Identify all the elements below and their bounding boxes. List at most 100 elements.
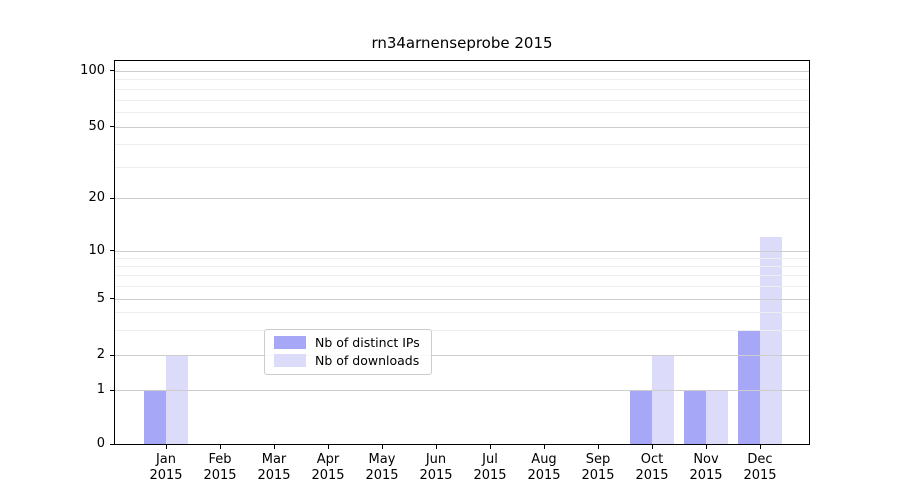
x-label-month: Jul [482, 452, 498, 467]
x-tick-jan [166, 444, 167, 449]
x-tick-label-dec: Dec 2015 [732, 452, 788, 484]
legend-label-distinct-ips: Nb of distinct IPs [315, 335, 420, 350]
x-tick-apr [328, 444, 329, 449]
bar-downloads-jan [166, 355, 188, 444]
bar-distinct-ips-nov [684, 390, 706, 444]
y-tick-10 [110, 250, 115, 251]
x-tick-feb [220, 444, 221, 449]
x-tick-label-sep: Sep 2015 [570, 452, 626, 484]
gridline-major-100 [115, 70, 809, 72]
x-tick-jun [436, 444, 437, 449]
x-tick-label-mar: Mar 2015 [246, 452, 302, 484]
x-tick-nov [706, 444, 707, 449]
x-tick-jul [490, 444, 491, 449]
y-tick-label-100: 100 [80, 62, 105, 78]
x-label-month: Sep [585, 452, 611, 467]
x-label-month: Jun [425, 452, 447, 467]
legend-entry-distinct-ips: Nb of distinct IPs [274, 335, 420, 350]
x-label-year: 2015 [635, 468, 669, 483]
x-label-year: 2015 [365, 468, 399, 483]
chart-title: rn34arnenseprobe 2015 [371, 34, 553, 52]
bar-downloads-nov [706, 390, 728, 444]
x-label-month: Feb [208, 452, 232, 467]
y-tick-20 [110, 197, 115, 199]
x-label-year: 2015 [743, 468, 777, 483]
gridline-major-50 [115, 126, 809, 128]
x-tick-label-jan: Jan 2015 [138, 452, 194, 484]
y-tick-label-1: 1 [96, 382, 105, 398]
x-label-year: 2015 [473, 468, 507, 483]
x-tick-aug [544, 444, 545, 449]
gridline-minor-7 [115, 275, 809, 277]
bar-downloads-oct [652, 355, 674, 444]
x-label-year: 2015 [581, 468, 615, 483]
gridline-major-1 [115, 390, 809, 392]
x-tick-sep [598, 444, 599, 449]
y-tick-1 [110, 389, 115, 391]
y-tick-5 [110, 298, 115, 300]
bar-distinct-ips-oct [630, 390, 652, 444]
x-label-month: Nov [693, 452, 719, 467]
y-tick-2 [110, 354, 115, 356]
gridline-major-20 [115, 198, 809, 200]
y-tick-label-0: 0 [96, 436, 105, 451]
y-tick-0 [110, 443, 115, 445]
gridline-minor-9 [115, 257, 809, 259]
bar-downloads-dec [760, 236, 782, 444]
x-tick-may [382, 444, 383, 449]
x-label-year: 2015 [311, 468, 345, 483]
y-tick-label-20: 20 [88, 190, 105, 206]
x-tick-label-jun: Jun 2015 [408, 452, 464, 484]
x-label-year: 2015 [419, 468, 453, 483]
x-label-year: 2015 [203, 468, 237, 483]
x-tick-label-jul: Jul 2015 [462, 452, 518, 484]
legend-swatch-downloads [274, 354, 306, 367]
gridline-minor-90 [115, 79, 809, 81]
gridline-minor-40 [115, 144, 809, 146]
gridline-minor-4 [115, 312, 809, 314]
plot-area: Jan 2015 Feb 2015 Mar 2015 Apr 2015 May 2015 Jun 20… [80, 60, 810, 483]
legend-swatch-distinct-ips [274, 336, 306, 349]
y-tick-100 [110, 70, 115, 72]
y-tick-50 [110, 126, 115, 128]
x-label-month: May [368, 452, 396, 467]
y-tick-label-5: 5 [96, 290, 105, 306]
gridline-minor-3 [115, 330, 809, 332]
x-label-month: Jan [155, 452, 177, 467]
x-tick-label-feb: Feb 2015 [192, 452, 248, 484]
x-tick-oct [652, 444, 653, 449]
gridline-minor-6 [115, 286, 809, 288]
legend: Nb of distinct IPs Nb of downloads [264, 329, 432, 375]
x-tick-mar [274, 444, 275, 449]
y-tick-label-2: 2 [96, 347, 105, 363]
gridline-major-2 [115, 355, 809, 357]
x-tick-dec [760, 444, 761, 449]
gridline-minor-8 [115, 266, 809, 268]
gridline-major-10 [115, 250, 809, 252]
gridline-major-5 [115, 298, 809, 300]
x-label-month: Mar [261, 452, 287, 467]
gridline-minor-30 [115, 166, 809, 168]
x-tick-label-nov: Nov 2015 [678, 452, 734, 484]
x-tick-label-oct: Oct 2015 [624, 452, 680, 484]
x-label-year: 2015 [689, 468, 723, 483]
x-tick-label-apr: Apr 2015 [300, 452, 356, 484]
legend-label-downloads: Nb of downloads [315, 353, 420, 368]
y-tick-label-50: 50 [88, 118, 105, 134]
x-label-year: 2015 [257, 468, 291, 483]
x-tick-label-aug: Aug 2015 [516, 452, 572, 484]
x-label-year: 2015 [149, 468, 183, 483]
gridline-minor-60 [115, 111, 809, 113]
bar-distinct-ips-jan [144, 390, 166, 444]
y-tick-label-10: 10 [88, 242, 105, 258]
x-tick-label-may: May 2015 [354, 452, 410, 484]
x-label-year: 2015 [527, 468, 561, 483]
x-label-month: Apr [316, 452, 340, 467]
x-label-month: Dec [747, 452, 773, 467]
bar-distinct-ips-dec [738, 330, 760, 444]
x-label-month: Aug [531, 452, 557, 467]
legend-entry-downloads: Nb of downloads [274, 353, 420, 368]
gridline-minor-80 [115, 88, 809, 90]
x-label-month: Oct [640, 452, 664, 467]
